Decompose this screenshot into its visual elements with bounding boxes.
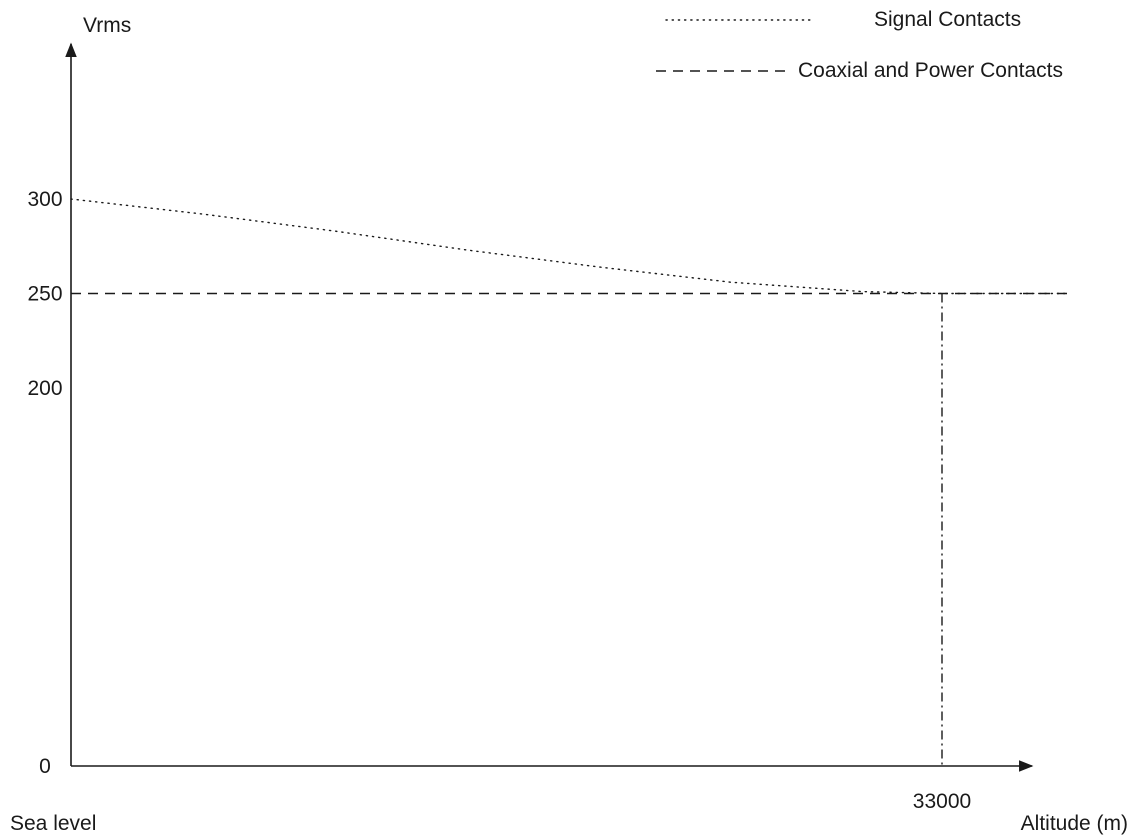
origin-label: Sea level (10, 812, 96, 835)
y-tick-label-0: 0 (39, 755, 51, 778)
x-axis-label: Altitude (m) (1021, 812, 1128, 835)
legend-label-signal-contacts: Signal Contacts (874, 8, 1021, 31)
y-axis-label: Vrms (83, 14, 131, 37)
legend: Signal Contacts Coaxial and Power Contac… (656, 8, 1063, 82)
x-tick-labels: 33000 (913, 790, 971, 813)
y-tick-label-300: 300 (27, 188, 62, 211)
y-tick-labels: 0 200 250 300 (27, 188, 62, 778)
y-tick-label-200: 200 (27, 377, 62, 400)
series-layer (70, 198, 1069, 295)
x-tick-label-33000: 33000 (913, 790, 971, 813)
legend-label-coaxial-and-power-contacts: Coaxial and Power Contacts (798, 59, 1063, 82)
y-tick-label-250: 250 (27, 283, 62, 306)
series-line-signal-contacts (70, 198, 1069, 295)
